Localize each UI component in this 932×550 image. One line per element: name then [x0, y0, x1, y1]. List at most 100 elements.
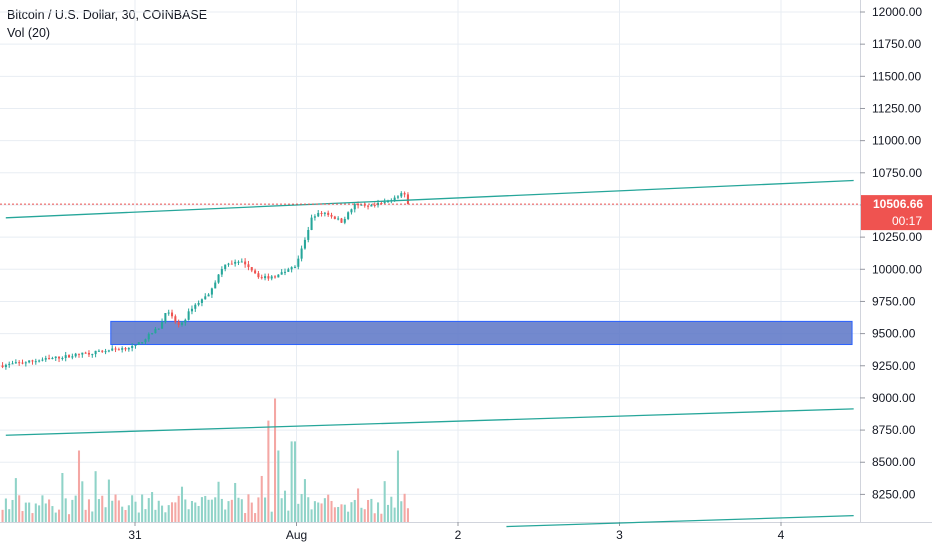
volume-bar	[303, 479, 306, 522]
volume-bar	[210, 499, 213, 522]
candle-body	[297, 258, 300, 267]
candle-body	[121, 348, 124, 350]
volume-bar	[61, 473, 64, 522]
candle-body	[184, 319, 187, 323]
candle-body	[104, 351, 107, 353]
volume-indicator-label: Vol (20)	[7, 26, 51, 40]
volume-bar	[390, 496, 393, 522]
price-tick-label: 11750.00	[872, 37, 921, 51]
candle-body	[250, 267, 253, 271]
candle-body	[307, 229, 310, 240]
candle-body	[393, 197, 396, 201]
candle-body	[310, 217, 313, 230]
candle-body	[137, 342, 140, 345]
candle-body	[360, 204, 363, 206]
volume-bar	[134, 501, 137, 522]
volume-bar	[297, 503, 300, 522]
price-tick-label: 9000.00	[872, 391, 916, 405]
volume-bar	[11, 499, 14, 522]
volume-bar	[14, 478, 17, 522]
volume-bar	[164, 512, 167, 522]
candle-body	[87, 352, 90, 355]
candle-body	[403, 193, 406, 195]
volume-bar	[54, 512, 57, 522]
volume-bar	[44, 503, 47, 522]
candle-body	[77, 353, 81, 355]
candle-body	[147, 333, 150, 340]
candle-body	[28, 360, 31, 363]
volume-bar	[400, 501, 403, 522]
candle-body	[14, 362, 17, 364]
candle-body	[377, 202, 380, 206]
volume-bar	[71, 499, 74, 522]
candle-body	[320, 212, 323, 214]
volume-bar	[307, 497, 310, 522]
candle-body	[167, 312, 170, 314]
last-price-label: 10506.66	[873, 197, 923, 211]
time-tick-label: 31	[128, 528, 142, 542]
volume-bar	[1, 509, 4, 522]
candle-body	[34, 361, 37, 363]
candle-body	[131, 345, 134, 349]
volume-bar	[323, 498, 326, 522]
candle-body	[323, 212, 326, 214]
volume-bar	[154, 509, 157, 522]
volume-bar	[333, 507, 336, 522]
candle-body	[257, 273, 260, 278]
candle-body	[337, 218, 340, 220]
volume-bar	[194, 502, 197, 522]
volume-bar	[97, 499, 100, 522]
candle-body	[280, 272, 283, 275]
candle-body	[277, 274, 280, 278]
volume-bar	[337, 506, 340, 522]
candle-body	[234, 261, 237, 264]
candle-body	[347, 212, 350, 220]
volume-bar	[157, 500, 160, 522]
volume-bar	[117, 500, 120, 522]
volume-bar	[386, 504, 390, 522]
volume-bar	[84, 509, 87, 522]
candle-body	[97, 350, 100, 352]
candle-body	[333, 216, 336, 219]
volume-bar	[81, 481, 84, 522]
candle-body	[357, 204, 360, 206]
candle-body	[313, 216, 316, 218]
candle-body	[254, 270, 257, 274]
volume-bar	[353, 499, 356, 522]
volume-bar	[406, 508, 409, 522]
volume-bar	[174, 502, 177, 522]
volume-bar	[101, 495, 104, 522]
trendline[interactable]	[5, 408, 854, 436]
volume-bar	[137, 512, 140, 522]
candle-body	[207, 294, 210, 297]
volume-bar	[104, 507, 107, 522]
candle-body	[51, 358, 54, 360]
trendline[interactable]	[506, 514, 854, 528]
bar-countdown-label: 00:17	[892, 214, 922, 228]
volume-bar	[190, 500, 193, 522]
candle-body	[114, 348, 117, 350]
candle-body	[224, 264, 227, 270]
price-tick-label: 10000.00	[872, 262, 922, 276]
candle-body	[363, 204, 366, 206]
support-zone-rectangle[interactable]	[110, 320, 853, 346]
candle-body	[117, 349, 120, 351]
volume-bar	[177, 495, 180, 522]
candle-body	[317, 212, 320, 217]
volume-bar	[180, 486, 184, 522]
candle-body	[380, 202, 383, 204]
candle-body	[300, 248, 303, 259]
volume-bar	[380, 513, 383, 522]
candle-body	[141, 342, 144, 344]
trendline[interactable]	[5, 179, 854, 219]
candle-body	[134, 344, 137, 346]
volume-bar	[121, 506, 124, 522]
candle-body	[144, 339, 147, 343]
volume-bar	[184, 499, 187, 522]
volume-bar	[18, 495, 21, 522]
volume-bar	[267, 420, 270, 522]
volume-bar	[264, 497, 267, 522]
candle-body	[71, 356, 74, 358]
candle-body	[124, 348, 127, 350]
